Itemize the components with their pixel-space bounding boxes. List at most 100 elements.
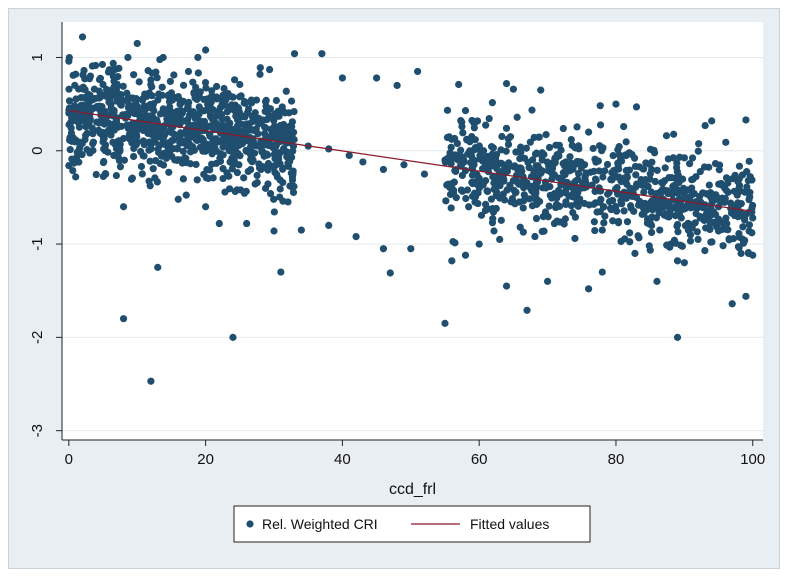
y-tick-label: -1 bbox=[29, 237, 46, 250]
data-point bbox=[154, 145, 162, 153]
data-point bbox=[651, 177, 659, 186]
data-point bbox=[147, 377, 155, 385]
data-point bbox=[465, 203, 473, 211]
data-point bbox=[249, 156, 257, 164]
data-point bbox=[742, 292, 750, 300]
data-point bbox=[525, 195, 534, 203]
y-tick-label: -2 bbox=[29, 331, 46, 344]
data-point bbox=[532, 214, 541, 223]
data-point bbox=[559, 169, 568, 177]
data-point bbox=[115, 137, 123, 145]
data-point bbox=[645, 220, 653, 228]
data-point bbox=[179, 175, 187, 183]
data-point bbox=[642, 159, 650, 167]
data-point bbox=[101, 146, 109, 155]
data-point bbox=[220, 84, 228, 93]
data-point bbox=[708, 117, 716, 125]
data-point bbox=[318, 50, 326, 58]
data-point bbox=[277, 268, 285, 276]
data-point bbox=[599, 144, 607, 152]
data-point bbox=[657, 204, 665, 212]
data-point bbox=[196, 88, 204, 96]
data-point bbox=[252, 125, 260, 133]
data-point bbox=[213, 138, 221, 146]
data-point bbox=[135, 78, 143, 86]
data-point bbox=[352, 232, 360, 241]
data-point bbox=[539, 212, 547, 221]
data-point bbox=[560, 162, 569, 170]
data-point bbox=[146, 103, 154, 112]
data-point bbox=[133, 102, 141, 110]
data-point bbox=[694, 147, 702, 155]
data-point bbox=[414, 67, 422, 76]
data-point bbox=[452, 194, 460, 202]
data-point bbox=[500, 177, 508, 185]
data-point bbox=[72, 173, 80, 181]
data-point bbox=[241, 130, 250, 138]
data-point bbox=[674, 189, 682, 197]
data-point bbox=[509, 85, 517, 93]
data-point bbox=[497, 146, 505, 154]
data-point bbox=[67, 124, 75, 132]
data-point bbox=[345, 151, 353, 160]
data-point bbox=[597, 195, 605, 203]
data-point bbox=[270, 227, 278, 235]
data-point bbox=[222, 141, 230, 149]
data-point bbox=[701, 246, 709, 255]
data-point bbox=[715, 180, 723, 188]
data-point bbox=[234, 140, 243, 148]
data-point bbox=[525, 164, 533, 172]
data-point bbox=[179, 117, 187, 125]
data-point bbox=[271, 153, 280, 162]
data-point bbox=[104, 68, 113, 76]
data-point bbox=[81, 86, 89, 94]
axes: 1 0 -1 -2 -3 0 20 40 60 80 100 bbox=[29, 22, 765, 468]
x-tick-label: 80 bbox=[608, 451, 625, 468]
data-point bbox=[517, 143, 525, 151]
data-point bbox=[229, 333, 237, 341]
data-point bbox=[204, 123, 212, 131]
data-point bbox=[253, 171, 261, 180]
data-point bbox=[599, 173, 607, 181]
data-point bbox=[596, 102, 604, 110]
data-point bbox=[184, 67, 193, 76]
data-point bbox=[249, 150, 257, 158]
data-point bbox=[103, 93, 111, 101]
data-point bbox=[201, 78, 210, 87]
data-point bbox=[82, 131, 90, 139]
data-point bbox=[532, 166, 540, 174]
data-point bbox=[272, 96, 280, 105]
data-point bbox=[142, 111, 150, 120]
data-point bbox=[568, 141, 576, 150]
data-point bbox=[156, 55, 164, 64]
data-point bbox=[85, 75, 94, 83]
data-point bbox=[237, 120, 245, 128]
data-point bbox=[488, 150, 496, 158]
data-point bbox=[685, 160, 694, 168]
data-point bbox=[124, 98, 132, 106]
data-point bbox=[203, 166, 211, 174]
data-point bbox=[116, 145, 124, 153]
data-point bbox=[540, 150, 548, 159]
data-point bbox=[200, 95, 208, 104]
data-point bbox=[152, 68, 160, 76]
data-point bbox=[379, 245, 388, 253]
data-point bbox=[117, 95, 125, 103]
data-point bbox=[561, 187, 570, 195]
data-point bbox=[69, 71, 77, 79]
data-point bbox=[218, 115, 226, 123]
data-point bbox=[447, 204, 455, 212]
data-point bbox=[615, 173, 623, 181]
data-point bbox=[273, 173, 281, 181]
data-point bbox=[65, 53, 73, 62]
data-point bbox=[678, 242, 686, 250]
data-point bbox=[669, 154, 677, 162]
data-point bbox=[590, 167, 598, 175]
data-point bbox=[688, 176, 696, 184]
scatter-points bbox=[65, 33, 757, 385]
data-point bbox=[724, 179, 732, 187]
data-point bbox=[662, 132, 671, 140]
data-point bbox=[247, 143, 255, 151]
data-point bbox=[156, 110, 165, 118]
